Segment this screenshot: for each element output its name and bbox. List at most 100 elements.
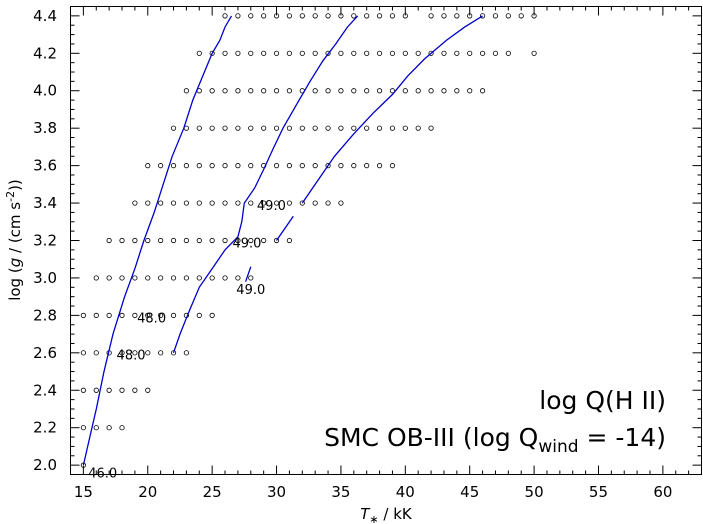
model-point <box>209 312 215 318</box>
model-point <box>505 13 511 19</box>
model-point <box>428 13 434 19</box>
model-point <box>273 50 280 56</box>
model-point <box>454 50 460 56</box>
contour-line <box>301 15 483 204</box>
model-point <box>158 237 164 244</box>
model-point <box>106 387 112 393</box>
model-point <box>325 88 331 94</box>
model-point <box>261 88 267 94</box>
model-point <box>376 163 383 169</box>
model-point <box>209 50 215 56</box>
model-point <box>170 275 177 281</box>
model-point <box>145 350 151 356</box>
model-point <box>248 200 254 206</box>
x-tick-label: 35 <box>331 483 350 501</box>
model-point <box>209 125 215 131</box>
model-point <box>286 13 293 19</box>
model-point <box>235 13 241 19</box>
axis-ticks: 15 20 25 30 35 40 45 50 55 60 2.0 2.2 2.4 2.6 2.8 3.0 3.… <box>33 6 702 501</box>
model-point <box>415 125 421 131</box>
model-point <box>119 387 125 393</box>
model-point <box>351 50 357 56</box>
model-point <box>286 200 293 206</box>
x-tick-label: 60 <box>653 483 672 501</box>
y-tick-label: 3.4 <box>33 194 57 212</box>
model-point <box>286 125 293 131</box>
x-tick-label: 45 <box>460 483 479 501</box>
model-point <box>132 350 138 356</box>
model-point <box>376 125 383 131</box>
model-point <box>286 88 293 94</box>
model-point <box>80 350 86 356</box>
contour-line <box>82 15 233 466</box>
model-point <box>158 200 164 206</box>
model-point <box>312 200 318 206</box>
model-point <box>209 237 215 244</box>
model-point <box>145 237 151 244</box>
model-point <box>145 200 151 206</box>
model-point <box>338 125 344 131</box>
x-tick-label: 50 <box>525 483 544 501</box>
model-point <box>402 88 408 94</box>
model-point <box>209 88 215 94</box>
y-tick-label: 4.0 <box>33 82 57 100</box>
model-point <box>80 387 86 393</box>
y-tick-label: 2.0 <box>33 456 57 474</box>
model-point <box>376 13 383 19</box>
model-point <box>93 350 99 356</box>
model-point <box>312 125 318 131</box>
model-point <box>235 163 241 169</box>
model-point <box>273 237 280 244</box>
x-tick-label: 55 <box>589 483 608 501</box>
model-point <box>415 50 421 56</box>
model-point <box>170 163 177 169</box>
y-axis-title: log (g / (cm s-2)) <box>4 179 24 301</box>
model-point <box>286 50 293 56</box>
model-point <box>158 275 164 281</box>
contour-label: 49.0 <box>232 236 261 251</box>
model-point <box>106 275 112 281</box>
model-point <box>338 88 344 94</box>
model-point <box>492 13 499 19</box>
model-point <box>351 163 357 169</box>
model-point <box>364 88 370 94</box>
model-point <box>93 387 99 393</box>
contour-labels: 46.0 48.0 48.0 49.0 49.0 49.0 <box>88 199 286 482</box>
model-point <box>531 50 537 56</box>
model-point <box>261 50 267 56</box>
model-point <box>389 13 396 19</box>
model-point <box>364 125 370 131</box>
model-point <box>235 50 241 56</box>
model-point <box>441 88 447 94</box>
model-point <box>299 13 305 19</box>
model-point <box>145 387 151 393</box>
model-point <box>441 13 447 19</box>
model-point <box>402 50 408 56</box>
model-point <box>222 13 228 19</box>
model-point <box>222 125 228 131</box>
model-point <box>312 50 318 56</box>
model-point <box>248 125 254 131</box>
contour-label: 48.0 <box>137 311 166 326</box>
model-point <box>235 88 241 94</box>
y-tick-label: 4.2 <box>33 44 57 62</box>
model-point <box>222 275 228 281</box>
model-point <box>119 275 125 281</box>
model-point <box>170 200 177 206</box>
model-point <box>222 163 228 169</box>
model-point <box>261 200 267 206</box>
model-point <box>479 50 486 56</box>
model-point <box>106 425 112 431</box>
model-point <box>389 163 396 169</box>
model-point <box>428 88 434 94</box>
model-point <box>222 50 228 56</box>
model-point <box>428 50 434 56</box>
model-point <box>170 125 177 131</box>
model-point <box>158 350 164 356</box>
x-tick-label: 20 <box>138 483 157 501</box>
model-point <box>248 50 254 56</box>
y-tick-label: 2.4 <box>33 381 57 399</box>
model-point <box>248 275 254 281</box>
model-point <box>248 88 254 94</box>
model-point <box>389 50 396 56</box>
